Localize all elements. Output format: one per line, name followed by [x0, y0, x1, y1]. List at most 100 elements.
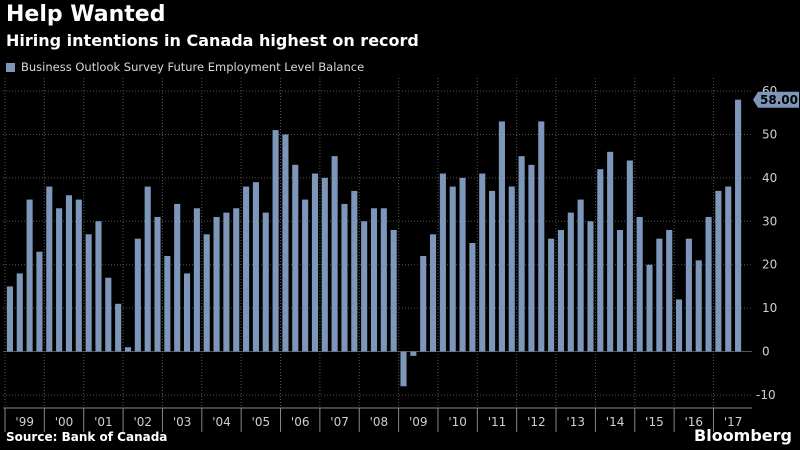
bar [567, 212, 574, 352]
bar [725, 186, 732, 352]
bar [56, 208, 63, 352]
bar [46, 186, 53, 352]
bar [174, 203, 181, 352]
bar [429, 234, 437, 352]
bar [134, 238, 141, 352]
bar [282, 134, 289, 352]
bar [321, 177, 328, 352]
x-tick-label: '04 [212, 415, 231, 429]
bar [459, 177, 466, 352]
bar [528, 164, 535, 352]
x-tick-label: '11 [488, 415, 507, 429]
x-tick-label: '10 [448, 415, 467, 429]
bar [705, 216, 712, 352]
bar [390, 229, 397, 352]
legend-swatch [6, 62, 15, 72]
bar [607, 151, 614, 352]
y-tick-label: 50 [762, 127, 777, 141]
bar [351, 190, 358, 352]
bar [410, 351, 417, 356]
bar [538, 121, 545, 352]
bar [597, 169, 604, 352]
x-tick-label: '00 [55, 415, 74, 429]
bar [735, 99, 742, 352]
x-tick-label: '05 [252, 415, 271, 429]
bar [577, 199, 584, 352]
y-tick-label: 30 [762, 214, 777, 228]
bar [439, 173, 446, 352]
last-value-label: 58.00 [760, 93, 798, 107]
bar [272, 130, 279, 352]
y-tick-label: 10 [762, 301, 777, 315]
chart-title: Help Wanted [6, 2, 166, 27]
bar [370, 208, 378, 352]
bar [311, 173, 319, 352]
bar [557, 229, 565, 352]
bar [252, 182, 259, 352]
bar [636, 216, 643, 352]
bar [144, 186, 151, 352]
bar [587, 221, 594, 352]
x-tick-label: '02 [133, 415, 152, 429]
bar [715, 190, 722, 352]
legend-label: Business Outlook Survey Future Employmen… [21, 60, 365, 74]
bloomberg-logo: Bloomberg [694, 426, 792, 445]
bar [479, 173, 486, 352]
x-tick-label: '14 [606, 415, 625, 429]
bar [95, 221, 102, 352]
bar [685, 238, 692, 352]
x-tick-label: '08 [370, 415, 389, 429]
bar [489, 190, 496, 352]
bar [695, 260, 702, 352]
bar [65, 195, 73, 352]
x-tick-label: '99 [15, 415, 34, 429]
bar [400, 351, 407, 387]
x-tick-label: '15 [645, 415, 664, 429]
bar [656, 238, 663, 352]
bar [36, 251, 43, 352]
x-tick-label: '17 [724, 415, 743, 429]
bar [75, 199, 82, 352]
source-note: Source: Bank of Canada [6, 430, 168, 444]
bar [203, 234, 210, 352]
bar [548, 238, 555, 352]
x-tick-label: '07 [330, 415, 349, 429]
bar [449, 186, 456, 352]
bar [469, 243, 476, 352]
bar [164, 256, 171, 352]
x-tick-label: '12 [527, 415, 546, 429]
y-tick-label: 0 [762, 345, 770, 359]
x-tick-label: '16 [685, 415, 704, 429]
chart-subtitle: Hiring intentions in Canada highest on r… [6, 31, 419, 50]
bar [498, 121, 505, 352]
bar [518, 156, 525, 352]
bar [341, 203, 348, 352]
bar [233, 208, 240, 352]
bar [124, 347, 132, 352]
bar [292, 164, 299, 352]
bar [380, 208, 387, 352]
bar [302, 199, 309, 352]
bar [85, 234, 92, 352]
y-tick-label: -10 [756, 388, 776, 402]
bar [508, 186, 515, 352]
bar [626, 160, 633, 352]
bar [666, 229, 673, 352]
x-tick-label: '01 [94, 415, 113, 429]
bar [154, 216, 161, 352]
bar [16, 273, 23, 352]
bar [331, 156, 338, 352]
bar [646, 264, 653, 352]
bar [675, 299, 683, 352]
x-tick-label: '09 [409, 415, 428, 429]
bar [115, 303, 122, 352]
x-tick-label: '06 [291, 415, 310, 429]
bar [420, 256, 427, 352]
bar [6, 286, 13, 352]
y-tick-label: 40 [762, 171, 777, 185]
bar [183, 273, 191, 352]
bar [213, 216, 220, 352]
bar [262, 212, 269, 352]
x-tick-label: '03 [173, 415, 192, 429]
